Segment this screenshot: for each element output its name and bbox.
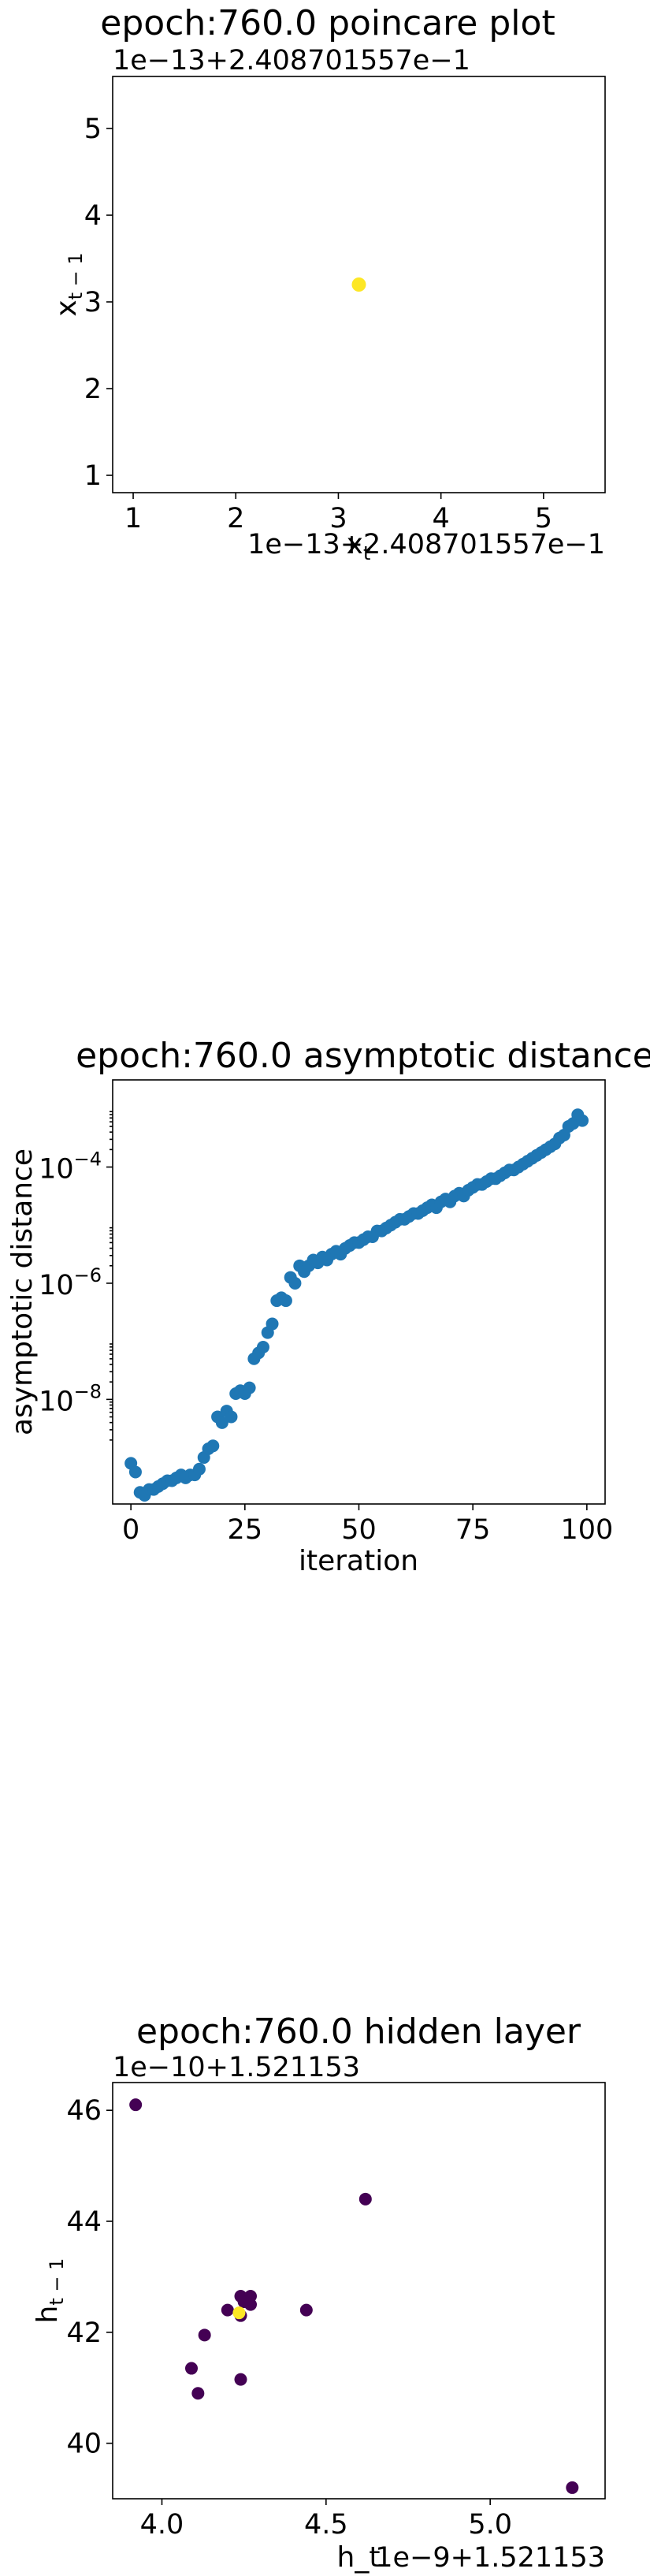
- x-axis-label: h_t: [337, 2541, 381, 2574]
- plot-frame: [112, 1079, 606, 1505]
- data-point: [128, 1465, 142, 1479]
- data-point: [279, 1294, 292, 1308]
- y-axis-ticks: 1 2 3 4 5: [84, 114, 113, 492]
- data-point: [256, 1341, 269, 1354]
- x-offset-text: 1e−13+2.408701557e−1: [247, 529, 605, 560]
- data-point: [206, 1439, 220, 1453]
- x-tick-label: 2: [227, 503, 244, 534]
- x-tick-label: 5.0: [468, 2509, 512, 2541]
- x-tick-label: 100: [560, 1514, 613, 1546]
- x-axis-ticks: 1 2 3 4 5: [124, 493, 552, 534]
- x-tick-label: 50: [341, 1514, 377, 1546]
- y-axis-ticks: 40 42 44 46: [66, 2095, 113, 2460]
- poincare-plot-chart: epoch:760.0 poincare plot 1e−13+2.408701…: [50, 3, 606, 564]
- plot-frame: [112, 2082, 606, 2500]
- y-axis-label: xt − 1: [50, 252, 87, 316]
- plot-frame: [112, 76, 606, 493]
- data-point: [215, 1416, 228, 1429]
- data-point: [192, 1462, 206, 1476]
- data-point: [576, 1114, 589, 1127]
- x-tick-label: 4.5: [304, 2509, 348, 2541]
- data-point: [234, 2373, 247, 2386]
- y-tick-label: 46: [66, 2095, 102, 2127]
- data-point: [198, 2328, 211, 2342]
- y-tick-label: 3: [84, 287, 102, 318]
- chart-title: epoch:760.0 asymptotic distance: [76, 1036, 650, 1076]
- x-axis-label: iteration: [299, 1545, 418, 1577]
- y-tick-label: 42: [66, 2317, 102, 2349]
- chart-title: epoch:760.0 hidden layer: [136, 2012, 581, 2052]
- y-tick-label: 10−8: [39, 1380, 102, 1417]
- x-axis-ticks: 4.0 4.5 5.0: [140, 2499, 512, 2541]
- x-tick-label: 5: [535, 503, 552, 534]
- data-point: [288, 1276, 302, 1290]
- y-tick-label: 10−4: [39, 1148, 102, 1186]
- x-axis-ticks: 0 25 50 75 100: [122, 1504, 613, 1546]
- data-points: [351, 277, 366, 292]
- data-point: [221, 2303, 234, 2317]
- data-point: [244, 2298, 257, 2311]
- data-point: [358, 2192, 372, 2206]
- data-point: [191, 2387, 205, 2400]
- y-axis-label: asymptotic distance: [6, 1148, 39, 1435]
- data-point: [232, 2306, 246, 2320]
- y-tick-label: 1: [84, 460, 102, 492]
- x-tick-label: 1: [124, 503, 142, 534]
- x-tick-label: 25: [228, 1514, 263, 1546]
- y-tick-label: 5: [84, 114, 102, 145]
- data-point: [566, 2481, 579, 2494]
- x-offset-text: 1e−9+1.521153: [375, 2542, 605, 2574]
- data-point: [185, 2362, 198, 2375]
- x-axis-label: xt: [347, 528, 371, 564]
- y-axis-ticks: 10−8 10−6 10−4: [39, 1111, 113, 1441]
- data-point: [243, 1381, 256, 1394]
- x-tick-label: 3: [329, 503, 347, 534]
- asymptotic-distance-chart: epoch:760.0 asymptotic distance 0 25 50 75 1…: [6, 1036, 650, 1577]
- data-point: [351, 277, 366, 292]
- data-point: [266, 1317, 279, 1331]
- y-offset-text: 1e−10+1.521153: [113, 2052, 360, 2083]
- chart-title: epoch:760.0 poincare plot: [100, 3, 555, 43]
- y-tick-label: 2: [84, 374, 102, 405]
- data-points: [129, 2098, 579, 2494]
- x-tick-label: 0: [122, 1514, 139, 1546]
- data-point: [225, 1410, 238, 1424]
- y-offset-text: 1e−13+2.408701557e−1: [113, 45, 470, 76]
- y-tick-label: 44: [66, 2206, 102, 2238]
- hidden-layer-chart: epoch:760.0 hidden layer 1e−10+1.521153 …: [32, 2012, 606, 2574]
- x-tick-label: 4: [433, 503, 450, 534]
- data-points: [124, 1108, 589, 1502]
- y-tick-label: 4: [84, 200, 102, 232]
- x-tick-label: 75: [455, 1514, 491, 1546]
- data-point: [299, 2303, 313, 2317]
- x-tick-label: 4.0: [140, 2509, 184, 2541]
- y-tick-label: 10−6: [39, 1264, 102, 1301]
- data-point: [129, 2098, 143, 2112]
- y-axis-label: ht − 1: [32, 2258, 68, 2324]
- y-tick-label: 40: [66, 2429, 102, 2460]
